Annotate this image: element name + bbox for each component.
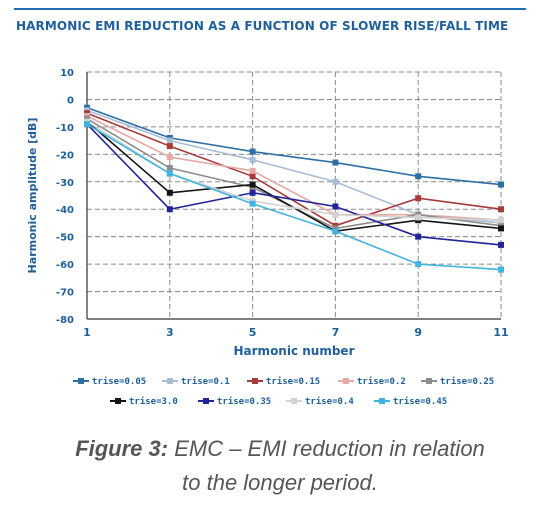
x-tick-label: 5	[249, 326, 257, 339]
legend-marker	[379, 398, 385, 404]
data-point	[332, 211, 339, 218]
line-chart: 10 0 -10 -20 -30 -40 -50 -60 -70 -80 1 3 5 7 9 11 Harm…	[26, 68, 509, 407]
data-point	[498, 241, 504, 248]
data-point	[415, 261, 422, 268]
series-line	[86, 109, 502, 224]
series-line	[86, 112, 502, 227]
x-tick-label: 9	[414, 326, 422, 339]
data-point	[415, 233, 422, 240]
y-tick-label: -80	[56, 315, 74, 326]
figure-label: Figure 3:	[75, 436, 169, 461]
legend-label: trise=0.1	[181, 376, 230, 387]
data-point	[249, 200, 256, 207]
data-point	[498, 181, 504, 188]
data-point	[249, 167, 256, 174]
legend-label: trise=0.35	[217, 396, 271, 407]
data-point	[166, 189, 173, 196]
data-point	[498, 266, 504, 273]
data-point	[249, 156, 256, 163]
legend-marker	[252, 378, 258, 384]
data-point	[498, 206, 504, 213]
x-axis-ticks: 1 3 5 7 9 11	[83, 326, 508, 339]
legend-marker	[167, 378, 173, 384]
y-tick-label: -30	[56, 178, 74, 189]
y-tick-label: -20	[56, 150, 74, 161]
x-tick-label: 11	[493, 326, 508, 339]
legend-label: trise=0.2	[357, 376, 406, 387]
y-tick-label: -60	[56, 260, 74, 271]
data-point	[249, 148, 256, 155]
x-tick-label: 1	[83, 326, 91, 339]
series-line	[86, 123, 502, 271]
data-point	[415, 195, 422, 202]
series-line	[86, 115, 502, 221]
data-point	[332, 203, 339, 210]
x-tick-label: 7	[332, 326, 340, 339]
series-line	[86, 117, 502, 230]
caption-text: EMC – EMI reduction in relation	[168, 436, 485, 461]
legend-marker	[426, 378, 432, 384]
y-tick-label: -50	[56, 233, 74, 244]
data-point	[332, 178, 339, 185]
data-point	[249, 181, 256, 188]
data-point	[166, 170, 173, 177]
data-point	[84, 121, 90, 128]
data-point	[166, 206, 173, 213]
data-point	[249, 189, 256, 196]
data-point	[166, 165, 173, 172]
y-tick-label: 10	[60, 68, 74, 79]
legend-marker	[78, 378, 84, 384]
legend-label: trise=0.4	[305, 396, 354, 407]
data-point	[166, 143, 173, 150]
legend-marker	[343, 378, 349, 384]
x-axis-label: Harmonic number	[234, 344, 355, 358]
y-tick-label: -70	[56, 288, 74, 299]
legend-label: trise=0.05	[92, 376, 146, 387]
legend-label: trise=0.25	[440, 376, 494, 387]
y-axis-ticks: 10 0 -10 -20 -30 -40 -50 -60 -70 -80	[56, 68, 74, 326]
series-line	[86, 106, 502, 186]
figure-caption-line-2: to the longer period.	[182, 470, 378, 495]
title-rule	[14, 8, 526, 10]
legend-marker	[291, 398, 297, 404]
series-lines	[84, 104, 504, 273]
data-point	[415, 173, 422, 180]
data-point	[415, 214, 422, 221]
y-tick-label: 0	[67, 95, 74, 106]
grid-lines	[86, 71, 502, 319]
legend: trise=0.05 trise=0.1 trise=0.15 trise=0.2 tr…	[73, 376, 494, 407]
y-tick-label: -40	[56, 205, 74, 216]
figure-caption-line-1: Figure 3: EMC – EMI reduction in relatio…	[0, 432, 560, 465]
series-line	[86, 123, 502, 246]
data-point	[166, 137, 173, 144]
legend-label: trise=0.45	[393, 396, 447, 407]
legend-label: trise=3.0	[129, 396, 178, 407]
data-point	[166, 154, 173, 161]
legend-label: trise=0.15	[266, 376, 320, 387]
data-point	[332, 159, 339, 166]
data-point	[332, 228, 339, 235]
chart-title: HARMONIC EMI REDUCTION AS A FUNCTION OF …	[16, 19, 509, 33]
data-point	[498, 225, 504, 232]
legend-marker	[203, 398, 209, 404]
legend-marker	[115, 398, 121, 404]
data-point	[498, 217, 504, 224]
y-tick-label: -10	[56, 123, 74, 134]
y-axis-label: Harmonic amplitude [dB]	[26, 118, 39, 274]
x-tick-label: 3	[166, 326, 174, 339]
data-point	[249, 173, 256, 180]
